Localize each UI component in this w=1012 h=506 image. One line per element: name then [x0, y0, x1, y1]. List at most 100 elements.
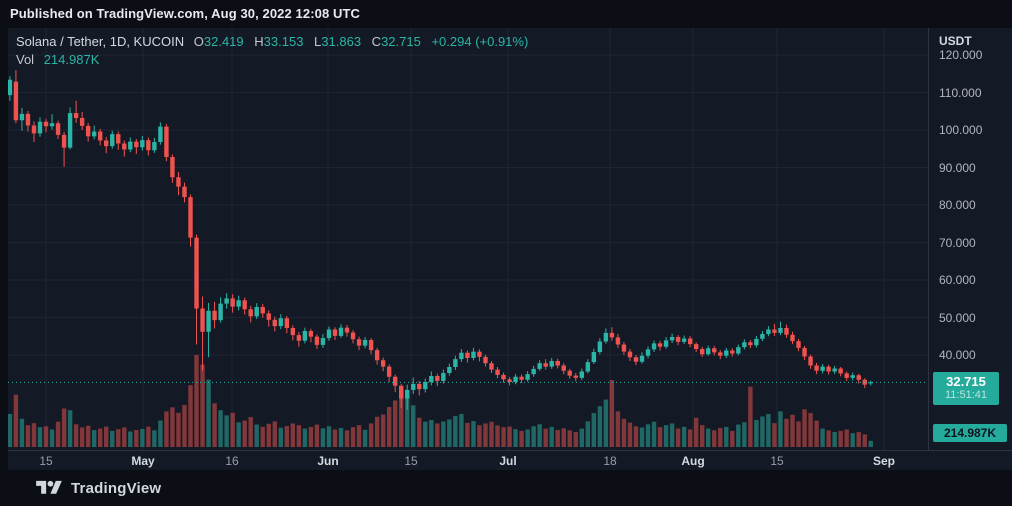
- volume-bar: [603, 399, 609, 447]
- volume-bar: [459, 413, 464, 447]
- candle-body: [73, 113, 79, 118]
- candle-body: [693, 344, 699, 350]
- volume-badge[interactable]: 214.987K: [933, 424, 1007, 442]
- candle-body: [43, 121, 49, 127]
- volume-bar: [651, 421, 657, 447]
- price-tick-label: 110.000: [939, 85, 982, 100]
- candle-body: [513, 376, 518, 382]
- candle-body: [164, 126, 169, 157]
- time-tick-label: Sep: [872, 454, 896, 468]
- volume-bar: [236, 422, 241, 447]
- price-tick-label: 100.000: [939, 123, 983, 137]
- volume-bar: [362, 429, 368, 447]
- candle-body: [91, 131, 97, 137]
- volume-bar: [218, 410, 223, 447]
- volume-bar: [332, 429, 338, 447]
- candle-body: [284, 318, 290, 328]
- candle-body: [25, 113, 31, 126]
- volume-bar: [176, 412, 181, 447]
- volume-bar: [140, 428, 145, 447]
- volume-bar: [152, 430, 157, 447]
- candle-body: [212, 310, 217, 321]
- volume-bar: [411, 405, 416, 447]
- candle-body: [772, 329, 777, 333]
- candle-body: [248, 309, 253, 317]
- candle-body: [411, 383, 416, 390]
- volume-bar: [405, 391, 410, 448]
- price-tick-label: 50.000: [939, 310, 976, 325]
- price-tick-label: 120.000: [939, 48, 983, 62]
- candle-body: [669, 337, 675, 341]
- candle-body: [645, 349, 651, 356]
- volume-bar: [495, 425, 500, 447]
- candle-body: [224, 298, 229, 304]
- candle-body: [525, 374, 530, 380]
- volume-bar: [98, 428, 103, 447]
- candle-body: [242, 300, 247, 310]
- volume-bar: [663, 425, 669, 447]
- candlestick-plot[interactable]: [8, 28, 928, 450]
- volume-bar: [248, 417, 253, 447]
- volume-bar: [110, 430, 115, 447]
- candle-body: [748, 342, 753, 346]
- candle-body: [826, 366, 831, 372]
- volume-bar: [700, 425, 705, 447]
- candle-body: [543, 363, 548, 367]
- volume-bar: [37, 427, 43, 447]
- candle-body: [537, 363, 542, 369]
- volume-bar: [278, 427, 283, 447]
- time-tick-label: 15: [404, 454, 418, 468]
- candle-body: [778, 328, 783, 333]
- ohlc-high: H33.153: [254, 34, 304, 49]
- volume-bar: [567, 430, 572, 447]
- volume-bar: [284, 426, 290, 447]
- volume-bar: [122, 427, 127, 447]
- volume-bar: [639, 427, 645, 447]
- volume-bar: [832, 432, 837, 447]
- candle-body: [453, 359, 458, 368]
- candle-body: [585, 362, 591, 372]
- candle-body: [423, 382, 428, 390]
- time-axis[interactable]: 15 May 16 Jun 15 Jul 18 Aug 15 Sep: [8, 450, 1012, 470]
- candle-body: [19, 113, 25, 121]
- volume-bar: [85, 425, 91, 448]
- candle-body: [122, 143, 127, 150]
- tradingview-link[interactable]: TradingView: [36, 478, 161, 498]
- symbol-title: Solana / Tether, 1D, KUCOIN: [16, 34, 185, 49]
- candle-body: [356, 339, 362, 346]
- currency-label: USDT: [939, 34, 972, 48]
- candle-body: [55, 123, 61, 135]
- time-tick-label: Jul: [499, 454, 517, 468]
- volume-bar: [320, 428, 326, 447]
- volume-bar: [579, 428, 584, 447]
- candle-body: [633, 357, 639, 362]
- candle-body: [61, 134, 67, 148]
- volume-bar: [537, 424, 542, 447]
- candle-body: [254, 307, 259, 317]
- candle-body: [158, 126, 163, 142]
- volume-bar: [844, 429, 849, 447]
- price-tick-label: 60.000: [939, 273, 976, 287]
- volume-bar: [465, 422, 470, 447]
- volume-bar: [784, 418, 789, 447]
- last-price-badge[interactable]: 32.715 11:51:41: [933, 372, 999, 405]
- volume-bar: [531, 426, 536, 447]
- volume-bar: [838, 430, 843, 447]
- volume-bar: [706, 428, 711, 447]
- candle-body: [344, 327, 350, 333]
- candle-body: [152, 142, 157, 151]
- volume-bar: [266, 423, 271, 447]
- candle-body: [471, 351, 476, 359]
- volume-bar: [447, 419, 452, 447]
- volume-bar: [814, 420, 819, 447]
- candle-body: [657, 343, 663, 347]
- candle-body: [435, 376, 440, 381]
- candle-body: [308, 331, 314, 337]
- candle-body: [796, 341, 801, 348]
- price-axis[interactable]: USDT 32.715 11:51:41 214.987K 120.000 110…: [928, 28, 1012, 470]
- volume-bar: [597, 406, 603, 448]
- candle-body: [579, 371, 584, 378]
- volume-bar: [128, 431, 133, 448]
- volume-bar: [374, 416, 380, 447]
- volume-bar: [206, 379, 211, 448]
